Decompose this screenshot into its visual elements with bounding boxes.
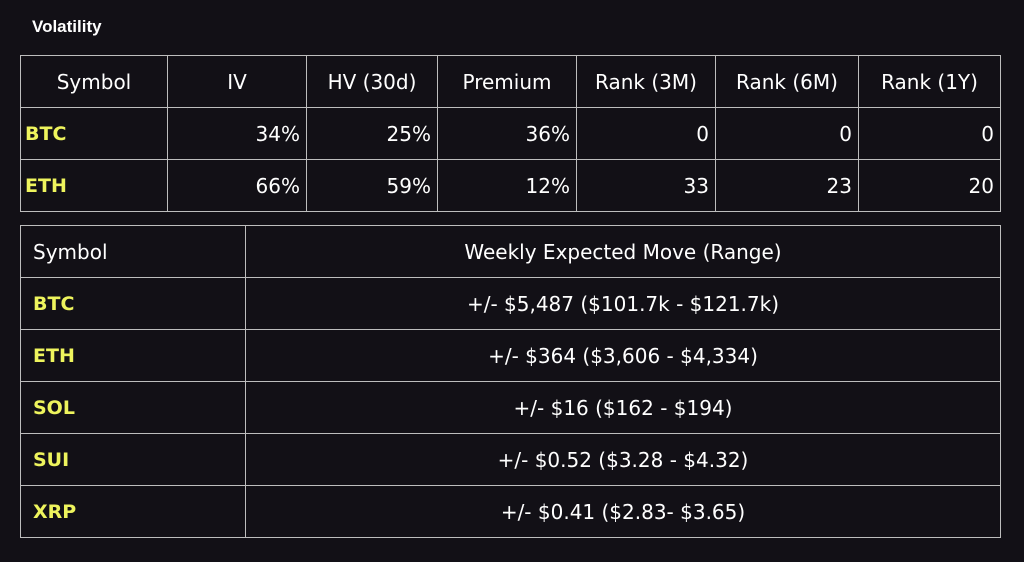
table-header-row: Symbol Weekly Expected Move (Range) (20, 225, 1001, 278)
rank-3m-cell: 0 (576, 107, 716, 160)
rank-6m-cell: 23 (715, 159, 859, 212)
rank-3m-cell: 33 (576, 159, 716, 212)
symbol-cell: BTC (20, 107, 168, 160)
rank-6m-cell: 0 (715, 107, 859, 160)
expected-move-cell: +/- $364 ($3,606 - $4,334) (245, 329, 1001, 382)
page-title: Volatility (32, 17, 102, 36)
expected-move-cell: +/- $16 ($162 - $194) (245, 381, 1001, 434)
column-header-hv: HV (30d) (306, 55, 438, 108)
symbol-cell: SUI (20, 433, 246, 486)
table-header-row: Symbol IV HV (30d) Premium Rank (3M) Ran… (20, 55, 1001, 108)
column-header-symbol: Symbol (20, 55, 168, 108)
expected-move-table: Symbol Weekly Expected Move (Range) BTC … (20, 225, 1001, 538)
table-row: ETH 66% 59% 12% 33 23 20 (20, 159, 1001, 212)
symbol-cell: SOL (20, 381, 246, 434)
table-row: BTC 34% 25% 36% 0 0 0 (20, 107, 1001, 160)
symbol-cell: XRP (20, 485, 246, 538)
iv-cell: 66% (167, 159, 307, 212)
column-header-symbol: Symbol (20, 225, 246, 278)
table-row: XRP +/- $0.41 ($2.83- $3.65) (20, 485, 1001, 538)
symbol-cell: ETH (20, 329, 246, 382)
table-row: SUI +/- $0.52 ($3.28 - $4.32) (20, 433, 1001, 486)
hv-cell: 25% (306, 107, 438, 160)
table-row: BTC +/- $5,487 ($101.7k - $121.7k) (20, 277, 1001, 330)
table-row: ETH +/- $364 ($3,606 - $4,334) (20, 329, 1001, 382)
column-header-weekly-move: Weekly Expected Move (Range) (245, 225, 1001, 278)
expected-move-cell: +/- $0.52 ($3.28 - $4.32) (245, 433, 1001, 486)
column-header-rank-3m: Rank (3M) (576, 55, 716, 108)
premium-cell: 36% (437, 107, 577, 160)
column-header-iv: IV (167, 55, 307, 108)
premium-cell: 12% (437, 159, 577, 212)
expected-move-cell: +/- $5,487 ($101.7k - $121.7k) (245, 277, 1001, 330)
table-row: SOL +/- $16 ($162 - $194) (20, 381, 1001, 434)
column-header-rank-1y: Rank (1Y) (858, 55, 1001, 108)
symbol-cell: ETH (20, 159, 168, 212)
hv-cell: 59% (306, 159, 438, 212)
iv-cell: 34% (167, 107, 307, 160)
volatility-table: Symbol IV HV (30d) Premium Rank (3M) Ran… (20, 55, 1001, 212)
column-header-premium: Premium (437, 55, 577, 108)
expected-move-cell: +/- $0.41 ($2.83- $3.65) (245, 485, 1001, 538)
rank-1y-cell: 20 (858, 159, 1001, 212)
rank-1y-cell: 0 (858, 107, 1001, 160)
symbol-cell: BTC (20, 277, 246, 330)
column-header-rank-6m: Rank (6M) (715, 55, 859, 108)
